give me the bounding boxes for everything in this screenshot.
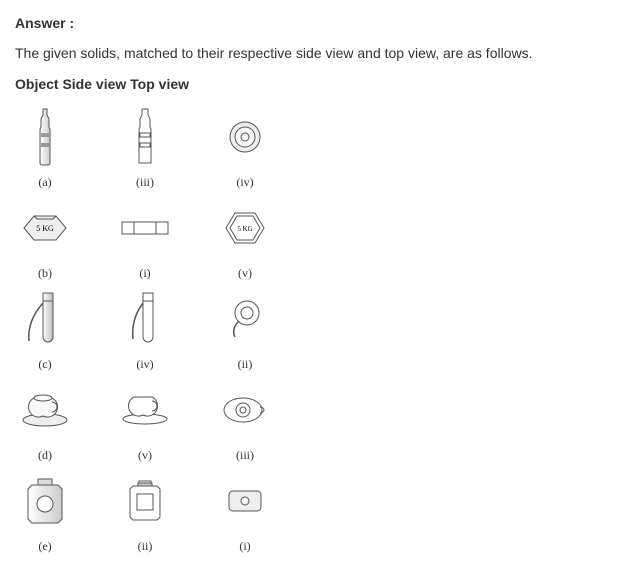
table-row: (a) (iii) (iv)	[15, 107, 619, 190]
table-row: (c) (iv) (ii)	[15, 289, 619, 372]
hexagon-top-icon: 5 KG	[224, 198, 266, 258]
cell-label: (b)	[38, 266, 52, 281]
bottle-side-icon	[136, 107, 154, 167]
cell-label: (c)	[38, 357, 51, 372]
cell-label: (e)	[38, 539, 51, 554]
cell-label: (i)	[239, 539, 250, 554]
cell-label: (iv)	[136, 357, 153, 372]
cell-label: (d)	[38, 448, 52, 463]
svg-text:5 KG: 5 KG	[237, 225, 252, 233]
container-icon	[24, 471, 66, 531]
flask-top-icon	[225, 289, 265, 349]
answer-heading: Answer :	[15, 15, 619, 31]
cup-side-icon	[120, 380, 170, 440]
flask-icon	[25, 289, 65, 349]
weight-side-icon	[120, 198, 170, 258]
weight-icon: 5 KG	[22, 198, 68, 258]
table-row: (d) (v) (iii)	[15, 380, 619, 463]
cell-label: (v)	[138, 448, 152, 463]
table-row: (e) (ii) (i)	[15, 471, 619, 554]
description-text: The given solids, matched to their respe…	[15, 43, 619, 64]
circle-top-icon	[227, 107, 263, 167]
cell-label: (iii)	[236, 448, 254, 463]
cup-top-icon	[222, 380, 268, 440]
table-heading: Object Side view Top view	[15, 76, 619, 92]
cup-icon	[20, 380, 70, 440]
cell-label: (a)	[38, 175, 51, 190]
table-row: 5 KG (b) (i) 5 KG (v)	[15, 198, 619, 281]
flask-side-icon	[127, 289, 163, 349]
cell-label: (v)	[238, 266, 252, 281]
cell-label: (iii)	[136, 175, 154, 190]
bottle-icon	[35, 107, 55, 167]
svg-text:5 KG: 5 KG	[36, 224, 54, 233]
container-top-icon	[226, 471, 264, 531]
cell-label: (iv)	[236, 175, 253, 190]
cell-label: (ii)	[238, 357, 253, 372]
container-side-icon	[126, 471, 164, 531]
cell-label: (ii)	[138, 539, 153, 554]
cell-label: (i)	[139, 266, 150, 281]
